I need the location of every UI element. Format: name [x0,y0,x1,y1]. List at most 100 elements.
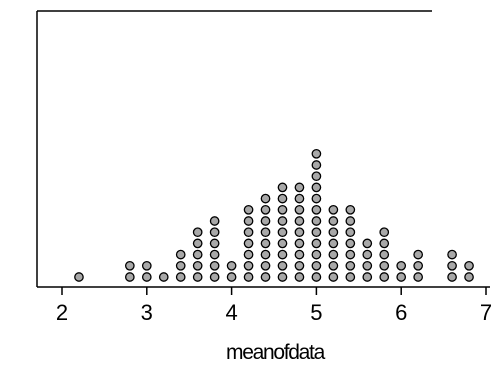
data-point [243,272,254,282]
data-point [311,182,322,193]
x-tick-label: 2 [56,300,68,325]
data-point [345,216,356,226]
data-point [243,249,254,260]
data-point [362,238,373,249]
data-point [311,227,322,238]
data-point [413,260,424,271]
x-axis-label: meanofdata [226,341,326,364]
data-point [311,216,322,226]
data-point [379,260,390,271]
data-point [277,216,288,226]
x-tick-label: 6 [395,300,407,325]
data-point [192,227,203,238]
data-point [311,260,322,271]
data-point [192,238,203,249]
data-point [294,238,305,249]
data-point [464,260,474,271]
x-tick-label: 7 [480,300,492,325]
data-point [226,272,237,282]
data-point [192,260,203,271]
data-point [311,272,322,282]
data-point [209,249,220,260]
data-point [209,260,220,271]
data-point [328,227,339,238]
data-point [464,272,474,282]
data-point [328,238,339,249]
data-point [260,249,271,260]
data-point [328,204,339,215]
data-point [294,204,305,215]
data-point [260,260,271,271]
data-point [277,272,288,282]
data-point [379,227,390,238]
data-point [413,272,424,282]
x-axis-ticks [61,287,487,295]
data-point [294,260,305,271]
data-point [362,272,373,282]
data-point [209,238,220,249]
data-point [345,249,356,260]
data-point [447,249,457,260]
data-point [124,260,135,271]
data-point [192,249,203,260]
data-point [447,260,457,271]
data-point [277,227,288,238]
data-point [311,204,322,215]
data-point [379,238,390,249]
data-point [311,148,322,159]
data-point [175,249,186,260]
data-point [141,272,152,282]
data-point [74,272,84,282]
x-axis-tick-labels: 2 3 4 5 6 7 [56,300,492,325]
data-point [277,182,288,193]
data-point [141,260,152,271]
data-point [311,160,322,170]
data-point [277,238,288,249]
data-point [345,227,356,238]
data-point [260,227,271,238]
data-point [175,260,186,271]
data-point [260,193,271,204]
data-point [294,193,305,204]
data-point [192,272,203,282]
data-point [328,216,339,226]
x-tick-label: 5 [310,300,322,325]
data-point [362,260,373,271]
data-point [209,216,220,226]
data-point [413,249,424,260]
data-point [209,227,220,238]
data-point [277,204,288,215]
data-point [260,272,271,282]
data-point [277,249,288,260]
data-point [396,272,407,282]
data-point [447,272,457,282]
data-point [124,272,135,282]
data-point [345,204,356,215]
data-point [243,204,254,215]
data-point [175,272,186,282]
data-points [74,148,474,282]
data-point [396,260,407,271]
x-tick-label: 4 [225,300,237,325]
data-point [379,272,390,282]
data-point [362,249,373,260]
data-point [328,272,339,282]
data-point [311,249,322,260]
data-point [294,249,305,260]
data-point [294,227,305,238]
data-point [260,204,271,215]
data-point [243,260,254,271]
data-point [277,260,288,271]
data-point [345,272,356,282]
data-point [311,193,322,204]
data-point [158,272,169,282]
data-point [243,238,254,249]
data-point [311,171,322,182]
data-point [209,272,220,282]
data-point [260,238,271,249]
data-point [328,249,339,260]
data-point [328,260,339,271]
data-point [345,238,356,249]
data-point [243,227,254,238]
